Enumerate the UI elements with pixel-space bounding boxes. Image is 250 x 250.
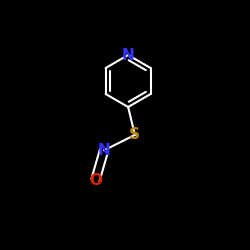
Text: S: S bbox=[129, 128, 140, 142]
Text: N: N bbox=[122, 48, 134, 62]
Text: O: O bbox=[89, 173, 102, 188]
Text: N: N bbox=[98, 143, 110, 158]
